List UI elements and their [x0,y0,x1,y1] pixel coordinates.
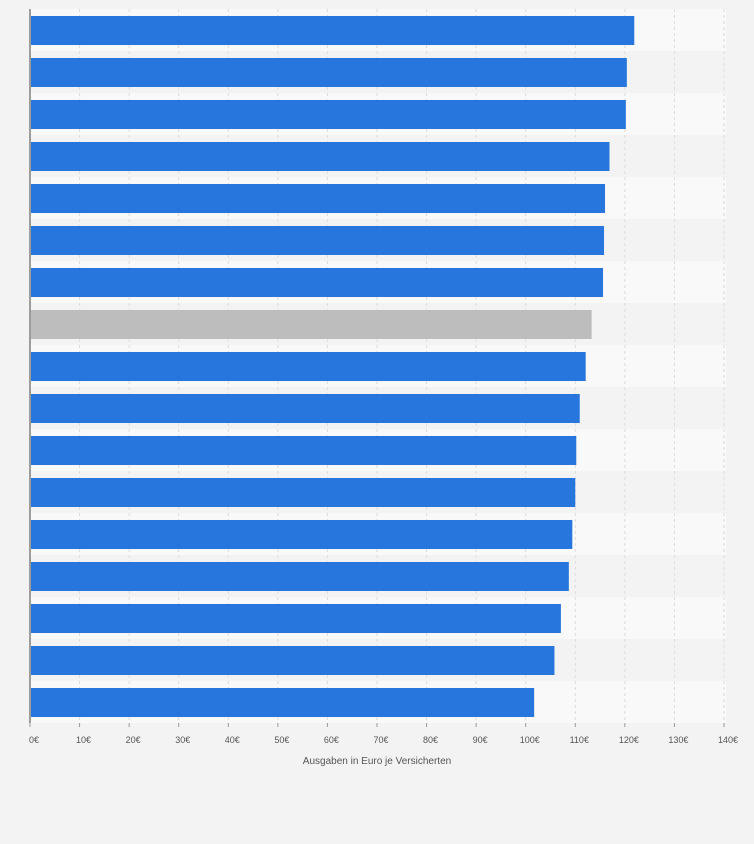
x-tick-label: 40€ [225,735,240,745]
bar [31,478,576,507]
bar [31,688,535,717]
x-axis-label: Ausgaben in Euro je Versicherten [303,756,451,767]
x-tick-label: 60€ [324,735,339,745]
bar [31,184,606,213]
bar [31,16,635,45]
x-tick-label: 140€ [718,735,738,745]
bar [31,604,561,633]
bar [31,562,569,591]
bar [31,520,573,549]
bar [31,100,626,129]
bar [31,142,610,171]
bar [31,58,627,87]
x-tick-label: 30€ [175,735,190,745]
x-tick-label: 100€ [520,735,540,745]
bar [31,268,604,297]
x-tick-label: 120€ [619,735,639,745]
bar [31,436,577,465]
x-tick-label: 50€ [274,735,289,745]
bar [31,352,586,381]
x-tick-label: 0€ [29,735,39,745]
x-tick-label: 110€ [570,735,589,745]
bar [31,646,555,675]
x-tick-label: 20€ [126,735,141,745]
x-tick-label: 80€ [423,735,438,745]
x-tick-label: 90€ [473,735,488,745]
x-tick-label: 130€ [668,735,688,745]
x-tick-label: 70€ [373,735,388,745]
bar [31,310,592,339]
x-axis-ticks: 0€ 10€ 20€ 30€ 40€ 50€ 60€ 70€ 80€ 90€ 100€ 110€ 120… [29,723,738,745]
x-tick-label: 10€ [76,735,91,745]
bars [31,16,635,717]
bar [31,394,580,423]
bar [31,226,605,255]
